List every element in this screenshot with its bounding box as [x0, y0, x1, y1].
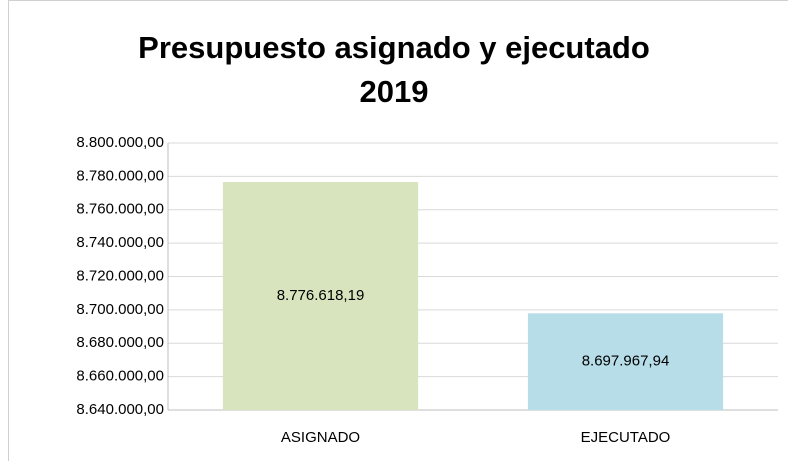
- y-tick-label: 8.800.000,00: [76, 134, 164, 151]
- data-label: 8.697.967,94: [582, 353, 670, 370]
- y-tick-label: 8.760.000,00: [76, 201, 164, 218]
- x-tick-label: EJECUTADO: [581, 429, 671, 446]
- chart-title: Presupuesto asignado y ejecutado 2019: [138, 30, 650, 109]
- x-tick-label: ASIGNADO: [281, 429, 360, 446]
- y-tick-label: 8.780.000,00: [76, 167, 164, 184]
- bar: [527, 313, 724, 410]
- data-label: 8.776.618,19: [277, 287, 365, 304]
- y-tick-label: 8.700.000,00: [76, 301, 164, 318]
- y-tick-label: 8.740.000,00: [76, 234, 164, 251]
- bar: [222, 182, 419, 410]
- y-tick-label: 8.660.000,00: [76, 368, 164, 385]
- y-tick-label: 8.640.000,00: [76, 401, 164, 418]
- chart-frame: [8, 0, 788, 461]
- y-tick-label: 8.680.000,00: [76, 334, 164, 351]
- y-tick-label: 8.720.000,00: [76, 267, 164, 284]
